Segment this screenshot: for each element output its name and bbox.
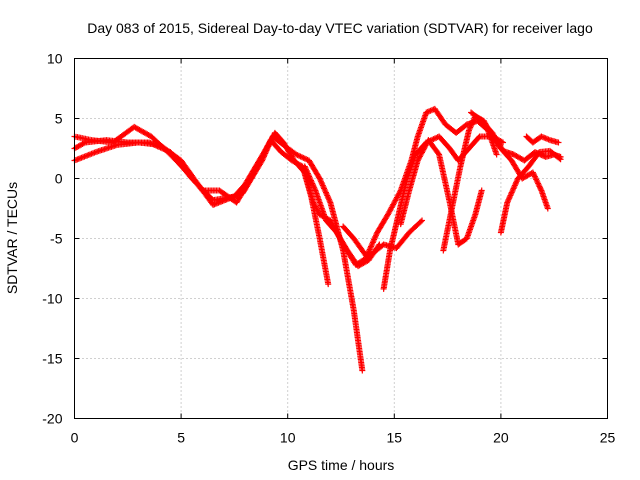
- y-tick-label: -20: [42, 411, 62, 427]
- data-point: [530, 170, 537, 177]
- data-point: [537, 184, 544, 191]
- y-tick-label: 0: [55, 171, 63, 187]
- series-track-3: [71, 123, 332, 288]
- data-point: [531, 172, 538, 179]
- data-point: [435, 150, 442, 157]
- y-axis-label: SDTVAR / TECUs: [4, 182, 20, 294]
- data-point: [493, 151, 500, 158]
- data-point: [533, 177, 540, 184]
- data-point: [529, 169, 536, 176]
- series-track-4: [301, 163, 383, 270]
- data-point: [315, 174, 322, 181]
- data-point: [534, 179, 541, 186]
- data-point: [532, 175, 539, 182]
- x-tick-label: 10: [280, 430, 296, 446]
- data-point: [417, 218, 424, 225]
- data-point: [555, 139, 562, 146]
- x-tick-label: 15: [387, 430, 403, 446]
- data-point: [533, 176, 540, 183]
- y-tick-label: -15: [42, 351, 62, 367]
- y-tick-label: -5: [50, 231, 63, 247]
- x-tick-label: 0: [71, 430, 79, 446]
- data-point: [535, 180, 542, 187]
- series-track-10: [497, 147, 564, 236]
- series-track-2: [71, 133, 366, 374]
- data-point: [537, 186, 544, 193]
- data-point: [544, 205, 551, 212]
- y-tick-label: 10: [47, 51, 63, 67]
- data-point: [325, 281, 332, 288]
- x-tick-label: 25: [600, 430, 616, 446]
- chart-title: Day 083 of 2015, Sidereal Day-to-day VTE…: [87, 20, 593, 36]
- data-point: [359, 367, 366, 374]
- x-axis-label: GPS time / hours: [288, 457, 395, 473]
- data-point: [375, 242, 382, 249]
- series-track-6: [380, 133, 507, 292]
- y-tick-label: -10: [42, 291, 62, 307]
- x-tick-label: 20: [493, 430, 509, 446]
- series-track-9: [468, 109, 564, 164]
- data-point: [556, 155, 563, 162]
- data-point: [557, 156, 564, 163]
- series-track-11: [523, 133, 562, 146]
- data-point: [536, 183, 543, 190]
- series-track-5: [340, 105, 500, 260]
- data-point: [376, 241, 383, 248]
- x-tick-label: 5: [177, 430, 185, 446]
- y-tick-label: 5: [55, 111, 63, 127]
- data-point: [478, 187, 485, 194]
- data-point: [535, 181, 542, 188]
- plot-frame: [74, 58, 608, 419]
- data-marks: [71, 105, 564, 374]
- axis-ticks: 0 5 10 15 20 25 -20 -15 -10 -5 0 5 10: [42, 51, 615, 446]
- data-point: [419, 217, 426, 224]
- data-point: [500, 139, 507, 146]
- data-point: [531, 173, 538, 180]
